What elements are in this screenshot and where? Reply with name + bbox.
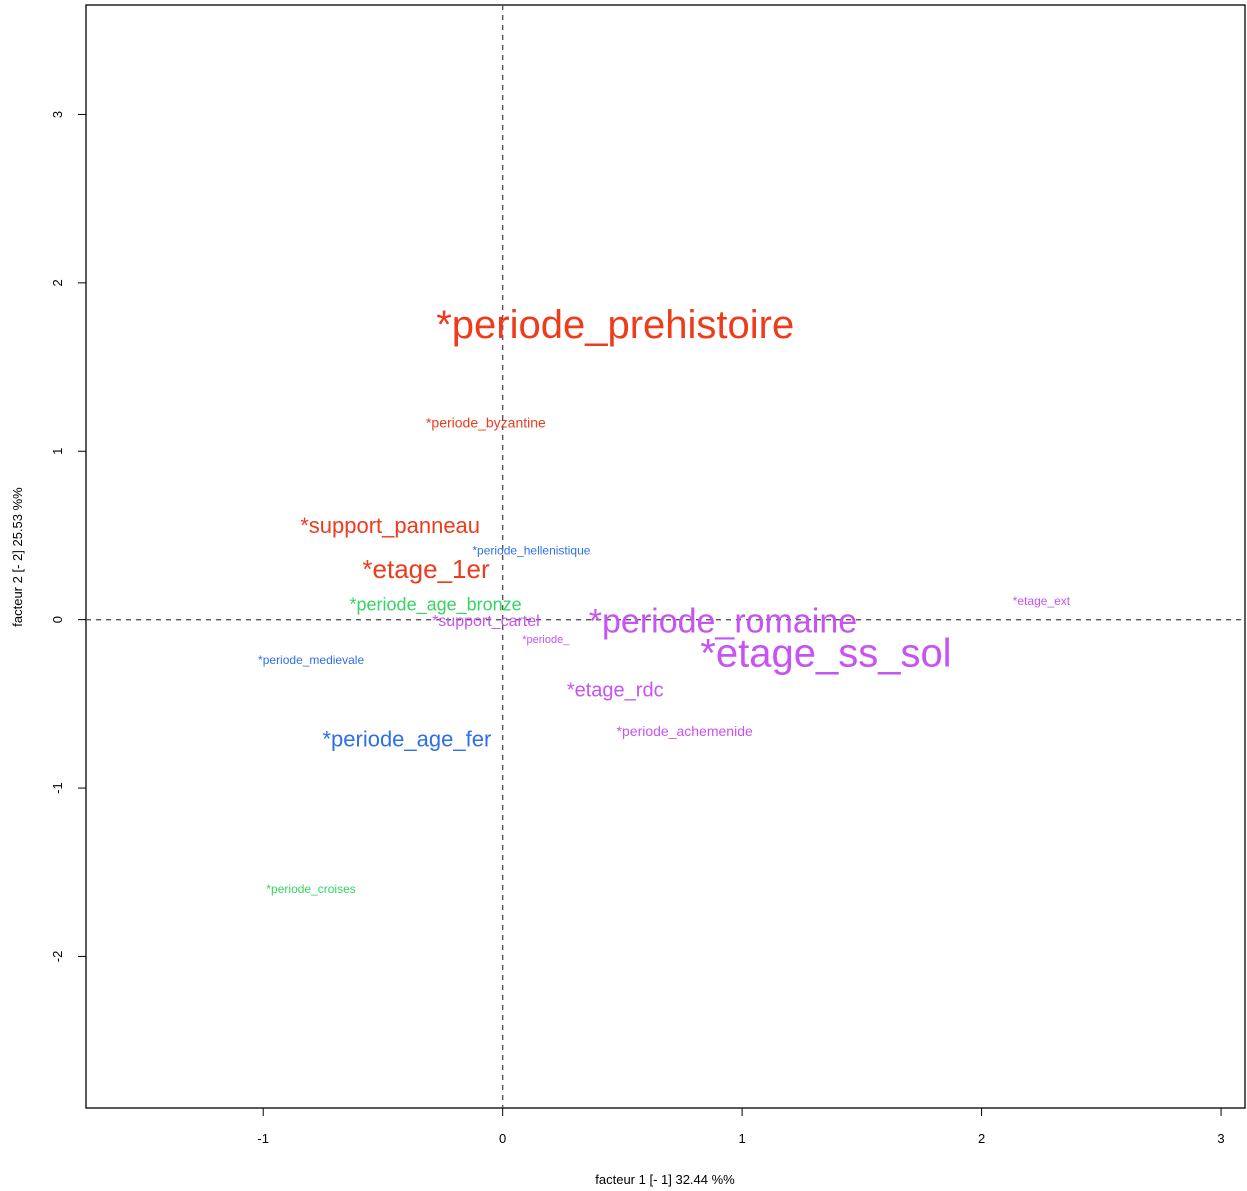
x-tick-label: -1 <box>257 1131 269 1146</box>
x-axis: -1 0 1 2 3 <box>257 1108 1225 1146</box>
point-label: *periode_medievale <box>258 653 364 667</box>
point-label: *etage_1er <box>362 554 490 584</box>
point-label: *periode_croises <box>266 882 355 896</box>
y-tick-label: 3 <box>50 111 65 118</box>
x-axis-title: facteur 1 [- 1] 32.44 %% <box>595 1172 735 1187</box>
plot-frame <box>85 4 1246 1109</box>
point-label: *support_panneau <box>300 513 480 538</box>
point-label: *periode_ <box>522 634 570 646</box>
point-label: *etage_rdc <box>567 679 664 701</box>
point-label: *etage_ss_sol <box>700 631 951 675</box>
y-tick-label: -2 <box>50 951 65 963</box>
y-tick-label: 1 <box>50 448 65 455</box>
point-label: *periode_age_fer <box>322 727 491 752</box>
point-label: *etage_ext <box>1013 594 1071 608</box>
point-label: *periode_romaine <box>589 602 857 640</box>
y-tick-label: 2 <box>50 279 65 286</box>
x-tick-label: 1 <box>739 1131 746 1146</box>
point-label: *support_cartel <box>432 613 540 630</box>
point-label: *periode_age_bronze <box>350 594 522 615</box>
point-label: *periode_hellenistique <box>472 544 590 558</box>
x-tick-label: 0 <box>499 1131 506 1146</box>
point-label: *periode_achemenide <box>617 723 753 739</box>
point-labels: *periode_prehistoire *periode_byzantine *s… <box>258 303 1071 896</box>
y-tick-label: -1 <box>50 782 65 794</box>
x-tick-label: 3 <box>1217 1131 1224 1146</box>
point-label: *periode_prehistoire <box>436 303 794 347</box>
y-tick-label: 0 <box>50 616 65 623</box>
point-label: *periode_byzantine <box>426 415 546 431</box>
y-axis: -2 -1 0 1 2 3 <box>50 111 86 962</box>
y-axis-title: facteur 2 [- 2] 25.53 %% <box>10 487 25 627</box>
x-tick-label: 2 <box>978 1131 985 1146</box>
